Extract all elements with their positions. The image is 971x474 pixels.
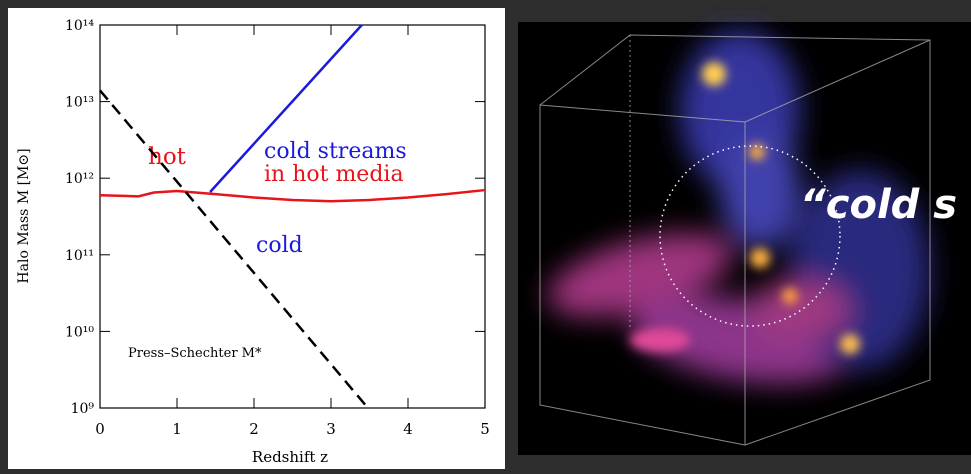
annotation: cold streams <box>264 139 407 164</box>
y-tick-label: 10⁹ <box>71 401 95 417</box>
x-axis-label: Redshift z <box>252 448 328 466</box>
x-tick-label: 0 <box>95 420 105 438</box>
x-tick-label: 1 <box>172 420 182 438</box>
x-tick-label: 3 <box>326 420 336 438</box>
y-tick-label: 10¹⁰ <box>65 324 94 340</box>
x-tick-label: 2 <box>249 420 259 438</box>
annotation: cold <box>256 233 303 258</box>
x-tick-label: 5 <box>480 420 490 438</box>
annotation: in hot media <box>264 162 404 187</box>
y-tick-label: 10¹⁴ <box>65 18 94 34</box>
y-tick-label: 10¹¹ <box>65 248 94 264</box>
x-tick-label: 4 <box>403 420 413 438</box>
image-caption: “cold s <box>800 182 957 228</box>
slide: “cold s Redshift z Halo Mass M [M⊙] hot … <box>0 0 971 469</box>
annotation: hot <box>148 144 187 170</box>
y-axis-label: Halo Mass M [M⊙] <box>16 148 32 283</box>
y-tick-label: 10¹² <box>65 171 94 187</box>
simulation-image: “cold s <box>518 22 971 455</box>
page: “cold s Redshift z Halo Mass M [M⊙] hot … <box>0 0 971 469</box>
y-tick-label: 10¹³ <box>65 95 94 111</box>
annotation: Press–Schechter M* <box>128 346 262 361</box>
